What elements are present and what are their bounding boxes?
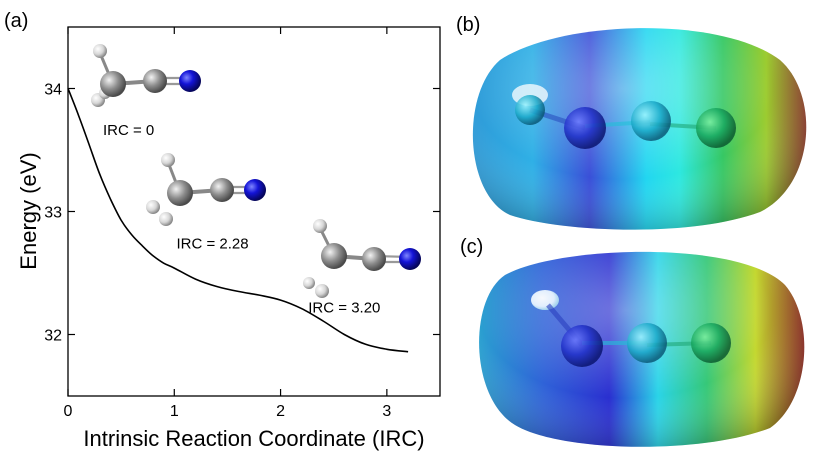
esp-surface-c [479, 251, 805, 447]
annotation-0: IRC = 0 [103, 122, 154, 139]
x-tick-label-0: 0 [64, 403, 73, 420]
annotation-2: IRC = 3.20 [308, 299, 380, 316]
x-tick-label-1: 1 [170, 403, 179, 420]
molecule-irc-3-20 [303, 219, 421, 298]
annotation-1: IRC = 2.28 [176, 235, 248, 252]
y-axis-ticks: 32 33 34 [44, 82, 440, 345]
panel-label-a: (a) [4, 10, 28, 32]
y-axis-label: Energy (eV) [16, 152, 41, 269]
panel-label-c: (c) [460, 236, 483, 258]
y-tick-label-0: 32 [44, 328, 62, 345]
y-tick-label-1: 33 [44, 205, 62, 222]
panel-label-b: (b) [456, 14, 480, 36]
energy-curve [67, 88, 409, 353]
molecule-irc-2-28 [146, 153, 266, 226]
esp-surface-b [472, 28, 807, 230]
x-axis-label: Intrinsic Reaction Coordinate (IRC) [83, 426, 424, 451]
x-axis-ticks: 0 1 2 3 [64, 27, 391, 420]
x-tick-label-2: 2 [276, 403, 285, 420]
molecule-irc-0 [91, 44, 201, 107]
y-tick-label-2: 34 [44, 82, 62, 99]
irc-annotations: IRC = 0 IRC = 2.28 IRC = 3.20 [103, 122, 380, 316]
x-tick-label-3: 3 [382, 403, 391, 420]
